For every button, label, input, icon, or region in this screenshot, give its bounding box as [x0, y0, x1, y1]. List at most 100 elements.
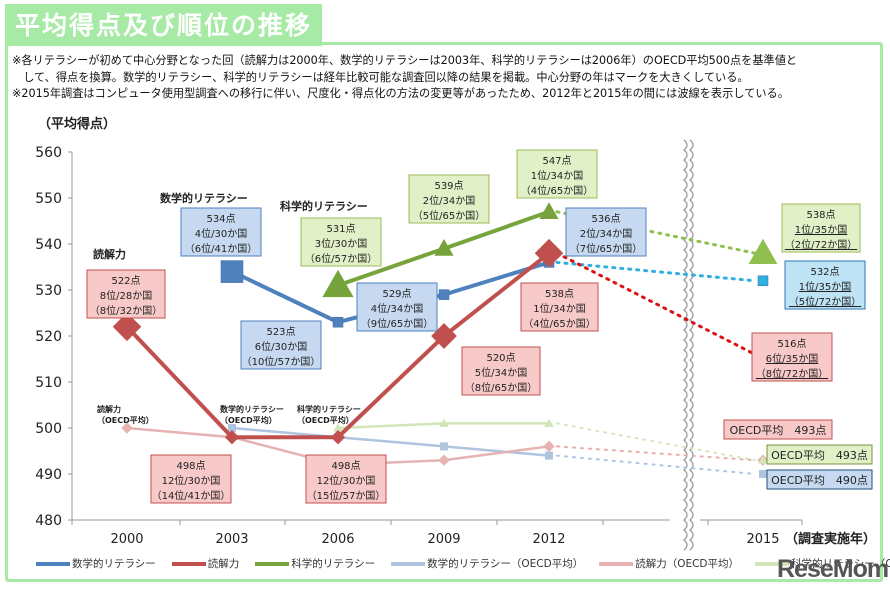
legend-item: 科学的リテラシー [255, 556, 375, 571]
oecd-series-label: （OECD平均） [97, 415, 154, 425]
annotation-text: （7位/65か国） [570, 242, 642, 255]
annotation-text: （5位/72か国） [789, 295, 861, 308]
axis-break-wave [682, 139, 688, 551]
annotation-box [781, 203, 861, 253]
annotation-text: OECD平均 490点 [771, 474, 868, 487]
marker-diamond [121, 422, 133, 434]
annotation-text: （9位/65か国） [361, 317, 433, 330]
marker-square [332, 316, 344, 328]
legend-swatch [755, 561, 790, 566]
annotation-text: 516点 [777, 338, 806, 350]
annotation-text: （8位/65か国） [465, 381, 537, 394]
y-tick-label: 530 [35, 283, 62, 299]
legend-swatch [36, 561, 70, 566]
annotation-text: 6位/30か国 [255, 340, 307, 353]
annotation-text: 12位/30か国 [317, 474, 376, 487]
marker-square [759, 470, 767, 478]
chart-legend: 数学的リテラシー 読解力 科学的リテラシー 数学的リテラシー（OECD平均） 読解力（O… [36, 556, 890, 571]
marker-diamond [543, 440, 555, 453]
annotation-box [150, 454, 232, 504]
annotation-text: 522点 [111, 275, 140, 287]
annotation-text: 498点 [176, 460, 205, 472]
marker-diamond [224, 430, 240, 445]
x-tick-label: 2012 [532, 532, 565, 547]
annotation-text: 536点 [591, 213, 620, 225]
annotation-text: 4位/34か国 [371, 302, 423, 315]
annotation-text: 2位/34か国 [423, 194, 475, 207]
legend-label: 科学的リテラシー（OECD平均） [791, 558, 890, 570]
annotation-text: （6位/41か国） [185, 242, 257, 255]
marker-square [545, 451, 553, 460]
legend-swatch [599, 561, 634, 566]
marker-triangle [333, 423, 343, 432]
annotation-box [751, 332, 833, 382]
annotation-box [300, 217, 382, 267]
annotation-text: 1位/35か国 [795, 223, 847, 236]
legend-label: 読解力（OECD平均） [635, 558, 740, 570]
annotation-text: （2位/72か国） [785, 238, 857, 251]
annotation-text: 534点 [206, 213, 235, 225]
annotation-box [86, 269, 166, 319]
marker-diamond [112, 312, 142, 342]
legend-item: 読解力（OECD平均） [599, 556, 739, 571]
legend-item: 数学的リテラシー [36, 556, 156, 571]
marker-triangle [748, 238, 778, 264]
y-tick-label: 510 [35, 375, 62, 391]
axis-break-wave [688, 139, 694, 551]
oecd-series-label: （OECD平均） [220, 415, 277, 425]
y-tick-label: 480 [35, 513, 62, 529]
legend-label: 読解力 [207, 558, 240, 570]
marker-square [220, 260, 244, 283]
annotation-text: OECD平均 493点 [771, 449, 868, 462]
series-5 [333, 418, 768, 464]
marker-square [438, 289, 450, 300]
series-label: 科学的リテラシー [280, 199, 368, 213]
annotation-text: （10位/57か国） [242, 355, 321, 368]
y-tick-label: 560 [35, 145, 62, 161]
marker-triangle [539, 202, 559, 219]
x-tick-label: 2009 [427, 532, 460, 547]
marker-square [757, 275, 769, 287]
note-line: して、得点を換算。数学的リテラシー、科学的リテラシーは経年比較可能な調査回以降の… [12, 70, 749, 84]
annotation-text: 2位/34か国 [580, 227, 632, 240]
legend-item: 科学的リテラシー（OECD平均） [755, 556, 890, 571]
oecd-series-label: （OECD平均） [297, 415, 354, 425]
legend-item: 数学的リテラシー（OECD平均） [391, 556, 583, 571]
annotation-text: 6位/35か国 [766, 352, 818, 365]
annotation-text: 8位/28か国 [100, 289, 152, 302]
annotation-text: （8位/32か国） [90, 304, 162, 317]
notes: ※各リテラシーが初めて中心分野となった回（読解力は2000年、数学的リテラシーは… [12, 53, 882, 103]
annotation-text: 1位/35か国 [799, 280, 851, 293]
series-1 [112, 238, 772, 445]
legend-swatch [391, 561, 426, 566]
annotation-text: 529点 [382, 288, 411, 300]
series-label: 数学的リテラシー [160, 191, 248, 205]
note-line: ※2015年調査はコンピュータ使用型調査への移行に伴い、尺度化・得点化の方法の変… [12, 87, 789, 100]
annotation-text: 12位/30か国 [162, 474, 221, 487]
annotation-text: 1位/34か国 [531, 169, 583, 182]
y-tick-label: 490 [35, 467, 62, 483]
annotation-box [766, 469, 873, 490]
x-axis-title: （調査実施年） [785, 531, 876, 547]
annotation-box [461, 346, 541, 396]
annotation-text: （8位/72か国） [756, 367, 828, 380]
marker-diamond [431, 323, 457, 349]
oecd-series-label: 読解力 [97, 404, 121, 414]
legend-item: 読解力 [171, 556, 240, 571]
annotation-text: （14位/41か国） [152, 489, 231, 502]
annotation-text: OECD平均 493点 [730, 424, 827, 437]
note-line: ※各リテラシーが初めて中心分野となった回（読解力は2000年、数学的リテラシーは… [12, 54, 798, 67]
x-tick-label: 2000 [110, 532, 143, 547]
annotation-text: 4位/30か国 [195, 227, 247, 240]
y-tick-label: 540 [35, 237, 62, 253]
marker-diamond [438, 454, 450, 466]
annotation-text: 538点 [806, 209, 835, 221]
annotation-text: 547点 [542, 155, 571, 167]
marker-triangle [322, 269, 354, 298]
annotation-box [240, 320, 322, 370]
y-tick-label: 500 [35, 421, 62, 437]
annotation-text: 498点 [331, 460, 360, 472]
watermark-logo: ReseMom [777, 555, 889, 583]
annotation-text: 523点 [266, 326, 295, 338]
